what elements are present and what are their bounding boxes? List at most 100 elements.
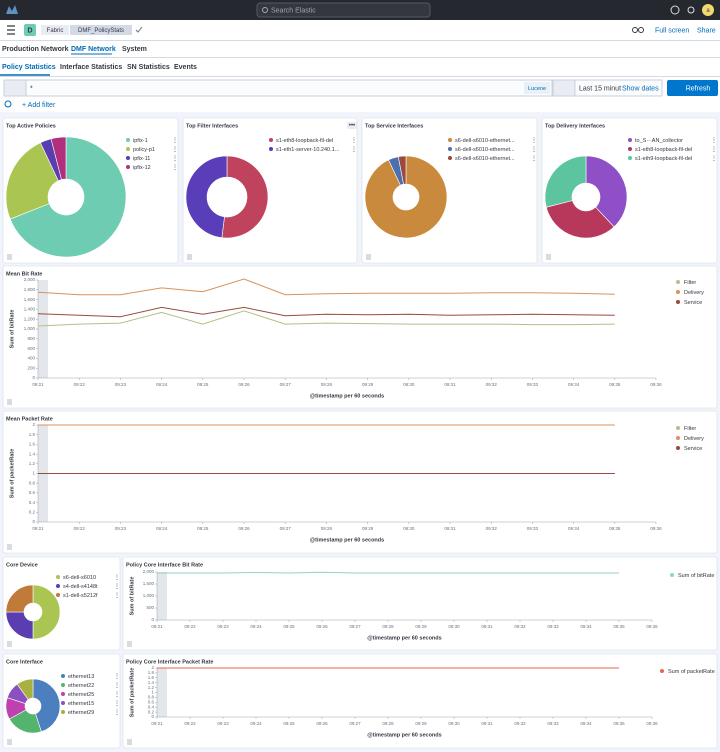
legend-label[interactable]: Sum of packetRate (668, 669, 715, 675)
legend-label[interactable]: s6-dell-s6010-ethernet... (455, 156, 515, 162)
query-input[interactable] (25, 79, 553, 97)
legend-label[interactable]: ipfix-11 (133, 156, 150, 162)
panel (122, 556, 718, 651)
legend-label[interactable]: s6-dell-s6010-ethernet... (455, 147, 515, 153)
date-range[interactable] (574, 79, 663, 97)
legend-label[interactable]: policy-p1 (133, 147, 155, 153)
pie-slice[interactable] (9, 136, 127, 258)
x-tick-label: 09:30 (448, 721, 460, 726)
legend-label[interactable]: s1-eth8-loopback-fil-del (635, 147, 692, 153)
tab[interactable]: SN Statistics (127, 64, 170, 71)
x-tick-label: 09:24 (250, 624, 262, 629)
legend-label[interactable]: s4-dell-s4148t (63, 584, 98, 590)
x-tick-label: 09:26 (238, 526, 250, 531)
y-tick-label: 0.4 (29, 500, 36, 505)
menu-icon[interactable] (7, 25, 15, 35)
legend-toggle[interactable] (7, 641, 12, 647)
pie-slice[interactable] (544, 155, 587, 208)
x-tick-label: 09:22 (74, 382, 86, 387)
search-box[interactable] (256, 2, 431, 18)
y-tick-label: 0 (151, 617, 154, 622)
legend-toggle[interactable] (7, 739, 12, 745)
pie-slice[interactable] (16, 678, 34, 700)
nav-item[interactable]: System (122, 46, 147, 53)
legend-toggle[interactable] (7, 544, 12, 550)
pie-slice[interactable] (50, 136, 67, 180)
x-tick-label: 09:25 (283, 624, 295, 629)
show-dates[interactable]: Show dates (622, 85, 659, 92)
legend-toggle[interactable] (366, 254, 371, 260)
x-tick-label: 09:21 (151, 721, 163, 726)
legend-label[interactable]: ethernet13 (68, 674, 94, 680)
y-tick-label: 1,000 (24, 326, 36, 331)
legend-toggle[interactable] (7, 254, 12, 260)
filter-icon[interactable] (4, 100, 12, 108)
pie-slice[interactable] (545, 200, 615, 239)
legend-swatch (628, 138, 632, 142)
refresh-button[interactable] (667, 80, 718, 96)
nav-item[interactable]: DMF Network (71, 46, 116, 53)
legend-label[interactable]: Service (684, 446, 702, 452)
tab[interactable]: Events (174, 64, 197, 71)
legend-label[interactable]: s1-eth9-loopback-fil-del (635, 156, 692, 162)
pie-slice[interactable] (397, 155, 407, 185)
pie-slice[interactable] (585, 155, 628, 228)
logo[interactable] (6, 5, 18, 14)
glasses-icon[interactable] (632, 27, 638, 33)
x-tick-label: 09:27 (280, 526, 292, 531)
pie-slice[interactable] (5, 142, 59, 220)
share[interactable]: Share (697, 27, 716, 34)
legend-label[interactable]: ethernet29 (68, 710, 94, 716)
legend-label[interactable]: to_S···AN_collector (635, 138, 683, 144)
legend-toggle[interactable] (127, 739, 132, 745)
pie-slice[interactable] (185, 155, 228, 239)
x-tick-label: 09:26 (316, 721, 328, 726)
legend-label[interactable]: s6-dell-s6010 (63, 575, 96, 581)
legend-label[interactable]: s6-dell-s6010-ethernet... (455, 138, 515, 144)
nav-item[interactable]: Production Network (2, 46, 69, 53)
pie-slice[interactable] (221, 155, 269, 239)
legend-swatch (61, 683, 65, 687)
help-icon[interactable] (670, 5, 680, 15)
tab[interactable]: Policy Statistics (2, 64, 56, 71)
add-filter[interactable]: + Add filter (22, 102, 56, 109)
panel-menu[interactable] (347, 122, 357, 129)
legend-label[interactable]: s1-eth8-loopback-fil-del (276, 138, 333, 144)
news-icon[interactable] (687, 6, 695, 14)
legend-label[interactable]: ipfix-1 (133, 138, 148, 144)
legend-label[interactable]: Delivery (684, 290, 704, 296)
legend-label[interactable]: Sum of bitRate (678, 573, 714, 579)
legend-label[interactable]: Filter (684, 426, 696, 432)
legend-label[interactable]: ethernet15 (68, 701, 94, 707)
pie-slice[interactable] (5, 584, 34, 613)
legend-label[interactable]: Service (684, 300, 702, 306)
x-tick-label: 09:25 (197, 526, 209, 531)
legend-label[interactable]: Filter (684, 280, 696, 286)
legend-toggle[interactable] (7, 399, 12, 405)
space-badge[interactable] (24, 24, 36, 36)
legend-swatch (61, 692, 65, 696)
tab[interactable]: Interface Statistics (60, 64, 122, 71)
legend-label[interactable]: Delivery (684, 436, 704, 442)
saved-query-button[interactable] (3, 79, 27, 97)
partial-bucket (38, 280, 48, 378)
x-tick-label: 09:29 (415, 721, 427, 726)
legend-toggle[interactable] (187, 254, 192, 260)
legend-toggle[interactable] (546, 254, 551, 260)
full-screen[interactable]: Full screen (655, 27, 689, 34)
date-picker-button[interactable] (552, 79, 576, 97)
pie-slice[interactable] (364, 155, 448, 239)
pie-slice[interactable] (32, 678, 61, 733)
crumb[interactable] (41, 25, 69, 35)
legend-label[interactable]: ethernet25 (68, 692, 94, 698)
avatar[interactable] (702, 4, 714, 16)
legend-label[interactable]: ipfix-12 (133, 165, 151, 171)
language-button[interactable] (524, 82, 550, 94)
legend-label[interactable]: s1-eth1-server-10.240.1... (276, 147, 340, 153)
x-tick-label: 09:31 (444, 382, 456, 387)
legend-label[interactable]: s1-dell-s5212f (63, 593, 98, 599)
pie-slice[interactable] (32, 584, 61, 640)
legend-label[interactable]: ethernet22 (68, 683, 94, 689)
legend-menu: ⋮ (114, 674, 120, 680)
legend-toggle[interactable] (127, 641, 132, 647)
